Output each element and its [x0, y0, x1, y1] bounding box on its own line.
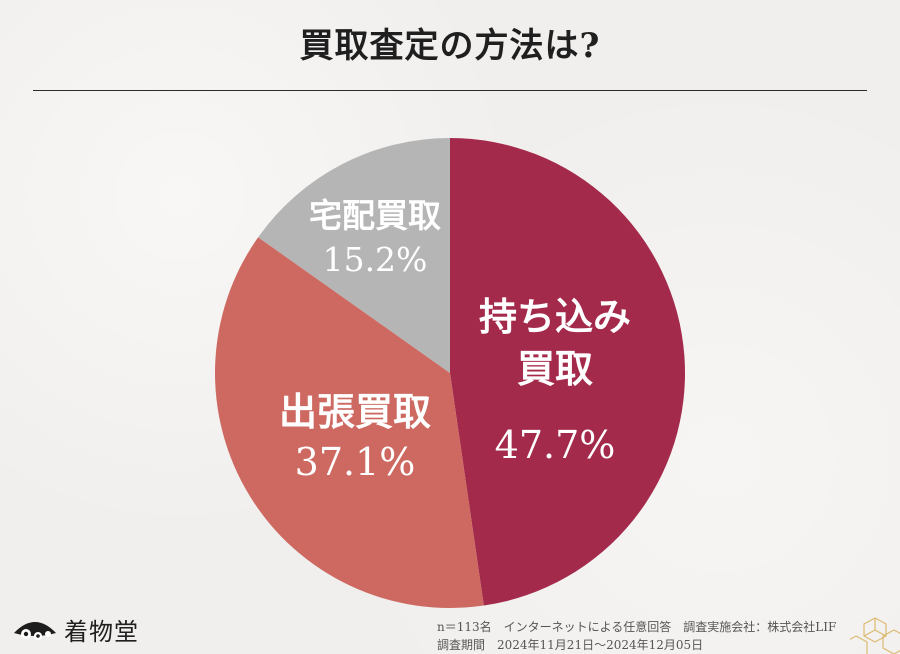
slice-category-label: 買取: [517, 346, 593, 391]
footnote-sample-line: n＝113名 インターネットによる任意回答 調査実施会社：株式会社LIF: [437, 620, 837, 634]
brand-name: 着物堂: [64, 618, 139, 646]
slice-value-label: 47.7%: [495, 423, 616, 467]
title-divider: [33, 90, 867, 91]
pie-slice: [215, 237, 484, 608]
slice-category-label: 持ち込み: [479, 294, 631, 339]
brand-logo: 着物堂: [12, 612, 139, 647]
slice-value-label: 15.2%: [323, 240, 428, 279]
flower-fan-icon: [14, 621, 56, 640]
slice-value-label: 37.1%: [295, 440, 416, 484]
footnote-period-line: 調査期間 2024年11月21日～2024年12月05日: [437, 638, 704, 652]
slice-category-label: 出張買取: [279, 389, 431, 434]
gold-hexagon-pattern-icon: [850, 617, 900, 654]
slice-category-label: 宅配買取: [309, 196, 441, 235]
pie-slice: [258, 138, 450, 373]
pie-slice: [450, 138, 685, 606]
page-title: 買取査定の方法は?: [299, 26, 601, 66]
survey-footnote: n＝113名 インターネットによる任意回答 調査実施会社：株式会社LIF 調査期…: [437, 618, 836, 654]
